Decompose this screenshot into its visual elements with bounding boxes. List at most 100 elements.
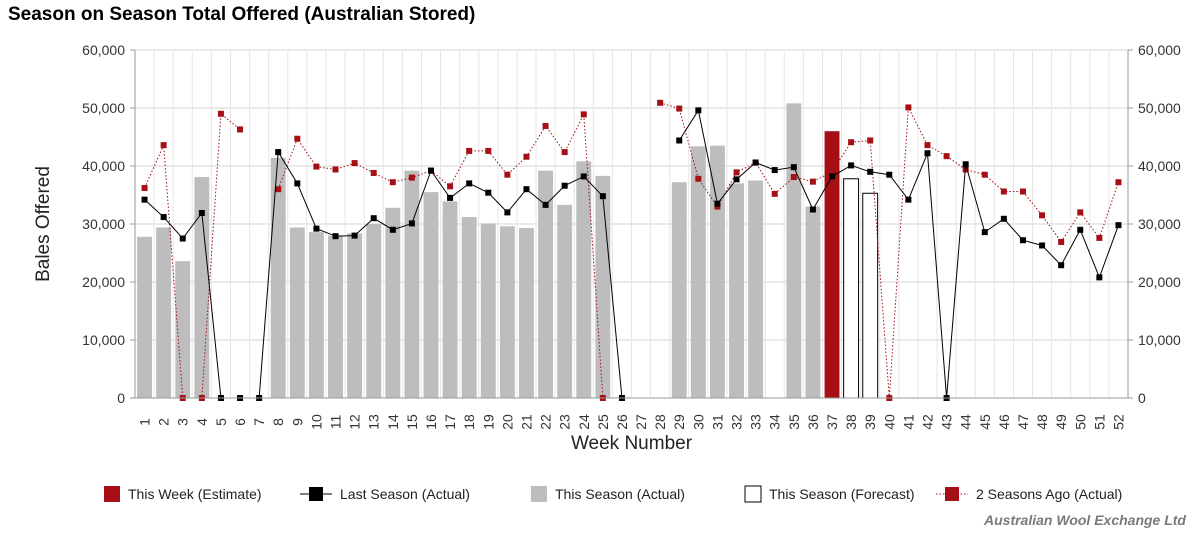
x-tick-label: 14 <box>385 414 401 430</box>
y-tick-label-right: 10,000 <box>1138 332 1181 348</box>
bar-this-season-actual-week-1 <box>137 236 152 398</box>
point-last-season-actual-week-31 <box>714 200 721 207</box>
x-tick-label: 26 <box>614 414 630 430</box>
x-tick-label: 52 <box>1110 414 1126 430</box>
x-tick-label: 43 <box>939 414 955 430</box>
line-last-season-actual <box>678 109 1119 399</box>
point-last-season-actual-week-15 <box>408 220 415 227</box>
x-tick-label: 50 <box>1072 414 1088 430</box>
bar-this-season-actual-week-19 <box>480 223 496 398</box>
x-tick-label: 31 <box>709 414 725 430</box>
x-tick-label: 12 <box>347 414 363 430</box>
x-tick-label: 51 <box>1091 414 1107 430</box>
y-tick-label-left: 10,000 <box>82 332 125 348</box>
point-last-season-actual-week-9 <box>294 180 301 187</box>
point-2-seasons-ago-actual-week-49 <box>1058 238 1065 245</box>
point-last-season-actual-week-12 <box>351 232 358 239</box>
point-2-seasons-ago-actual-week-19 <box>485 147 492 154</box>
legend-marker-last-season-actual <box>309 487 323 501</box>
point-last-season-actual-week-33 <box>752 159 759 166</box>
y-tick-label-right: 0 <box>1138 390 1146 406</box>
point-last-season-actual-week-52 <box>1115 222 1122 229</box>
point-last-season-actual-week-39 <box>867 168 874 175</box>
bar-this-season-actual-week-15 <box>404 170 420 398</box>
line-2-seasons-ago-actual <box>144 112 241 399</box>
point-2-seasons-ago-actual-week-41 <box>905 104 912 111</box>
x-tick-label: 27 <box>633 414 649 430</box>
point-last-season-actual-week-29 <box>676 137 683 144</box>
point-last-season-actual-week-45 <box>981 229 988 236</box>
bar-this-season-actual-week-29 <box>671 182 687 398</box>
y-tick-label-left: 40,000 <box>82 158 125 174</box>
legend-label-this-season-actual: This Season (Actual) <box>555 486 685 502</box>
bar-this-season-actual-week-32 <box>729 183 744 398</box>
bar-this-season-actual-week-33 <box>748 180 764 398</box>
point-2-seasons-ago-actual-week-45 <box>981 171 988 178</box>
point-last-season-actual-week-48 <box>1039 242 1046 249</box>
point-2-seasons-ago-actual-week-30 <box>695 175 702 182</box>
point-last-season-actual-week-42 <box>924 150 931 157</box>
line-2-seasons-ago-actual <box>277 112 604 399</box>
point-2-seasons-ago-actual-week-8 <box>275 186 282 193</box>
legend-label-this-season-forecast: This Season (Forecast) <box>769 486 915 502</box>
bar-this-season-actual-week-2 <box>156 227 172 398</box>
bar-this-season-actual-week-22 <box>538 170 554 398</box>
x-tick-label: 25 <box>595 414 611 430</box>
point-2-seasons-ago-actual-week-35 <box>790 174 797 181</box>
point-2-seasons-ago-actual-week-20 <box>504 171 511 178</box>
legend: This Week (Estimate) Last Season (Actual)… <box>104 485 1122 503</box>
y-tick-label-left: 50,000 <box>82 100 125 116</box>
bar-this-season-actual-week-13 <box>366 224 382 398</box>
point-last-season-actual-week-46 <box>1000 215 1007 222</box>
bar-this-season-actual-week-35 <box>786 103 802 399</box>
point-2-seasons-ago-actual-week-39 <box>867 137 874 144</box>
point-2-seasons-ago-actual-week-32 <box>733 169 740 176</box>
point-2-seasons-ago-actual-week-18 <box>466 147 473 154</box>
point-last-season-actual-week-22 <box>542 201 549 208</box>
point-2-seasons-ago-actual-week-28 <box>657 99 664 106</box>
point-last-season-actual-week-47 <box>1019 237 1026 244</box>
point-last-season-actual-week-24 <box>580 173 587 180</box>
bar-this-season-actual-week-30 <box>690 146 706 398</box>
point-2-seasons-ago-actual-week-22 <box>542 122 549 129</box>
point-last-season-actual-week-21 <box>523 186 530 193</box>
point-2-seasons-ago-actual-week-13 <box>370 169 377 176</box>
x-tick-label: 47 <box>1015 414 1031 430</box>
y-tick-label-left: 60,000 <box>82 42 125 58</box>
bar-this-season-actual-week-16 <box>423 192 439 398</box>
point-last-season-actual-week-32 <box>733 176 740 183</box>
x-tick-label: 38 <box>843 414 859 430</box>
bar-this-season-actual-week-36 <box>805 206 821 398</box>
x-tick-label: 18 <box>461 414 477 430</box>
y-tick-label-right: 30,000 <box>1138 216 1181 232</box>
y-axis-title: Bales Offered <box>33 166 54 282</box>
x-tick-label: 32 <box>729 414 745 430</box>
x-tick-label: 39 <box>862 414 878 430</box>
point-last-season-actual-week-44 <box>962 161 969 168</box>
bar-this-season-actual-week-18 <box>461 217 477 398</box>
point-2-seasons-ago-actual-week-1 <box>141 185 148 192</box>
point-last-season-actual-week-2 <box>160 214 167 221</box>
legend-swatch-this-week-estimate <box>104 486 120 502</box>
point-last-season-actual-week-38 <box>848 162 855 169</box>
point-last-season-actual-week-1 <box>141 196 148 203</box>
point-2-seasons-ago-actual-week-42 <box>924 142 931 149</box>
x-tick-label: 10 <box>308 414 324 430</box>
bar-this-season-actual-week-25 <box>595 175 611 398</box>
point-last-season-actual-week-36 <box>809 206 816 213</box>
x-tick-label: 33 <box>748 414 764 430</box>
point-last-season-actual-week-8 <box>275 149 282 156</box>
point-2-seasons-ago-actual-week-17 <box>447 183 454 190</box>
point-last-season-actual-week-13 <box>370 215 377 222</box>
legend-swatch-this-season-actual <box>531 486 547 502</box>
point-last-season-actual-week-34 <box>771 167 778 174</box>
point-2-seasons-ago-actual-week-46 <box>1000 188 1007 195</box>
x-tick-label: 8 <box>270 418 286 426</box>
x-tick-label: 13 <box>366 414 382 430</box>
y-tick-label-left: 20,000 <box>82 274 125 290</box>
point-2-seasons-ago-actual-week-38 <box>848 139 855 146</box>
x-axis-title: Week Number <box>571 433 693 454</box>
point-2-seasons-ago-actual-week-5 <box>217 110 224 117</box>
x-tick-label: 5 <box>213 418 229 426</box>
